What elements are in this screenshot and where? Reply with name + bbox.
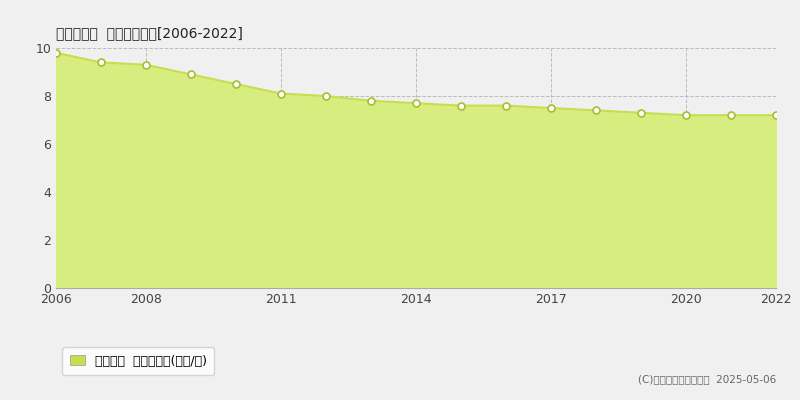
Legend: 基準地価  平均坪単価(万円/坪): 基準地価 平均坪単価(万円/坪) [62, 347, 214, 375]
Text: (C)土地価格ドットコム  2025-05-06: (C)土地価格ドットコム 2025-05-06 [638, 374, 776, 384]
Text: 加東市新町  基準地価推移[2006-2022]: 加東市新町 基準地価推移[2006-2022] [56, 26, 243, 40]
